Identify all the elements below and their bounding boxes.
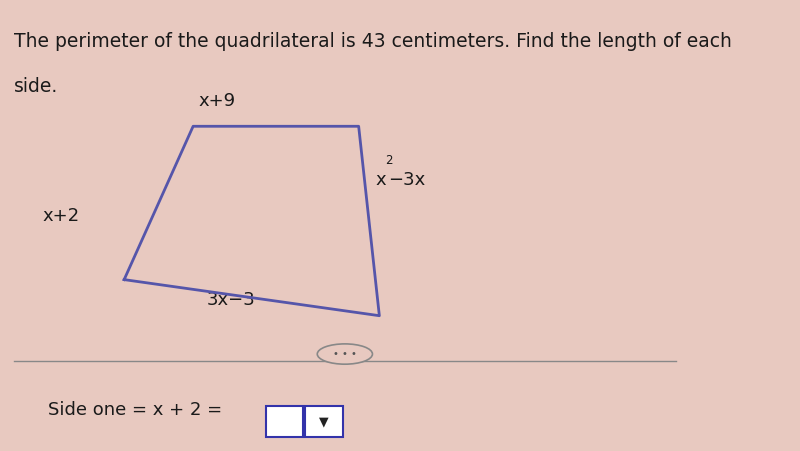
Ellipse shape [318,344,373,364]
Text: 2: 2 [385,154,392,166]
Text: The perimeter of the quadrilateral is 43 centimeters. Find the length of each: The perimeter of the quadrilateral is 43… [14,32,732,51]
Text: 3x−3: 3x−3 [206,291,255,309]
Text: −3x: −3x [388,171,425,189]
Text: • • •: • • • [333,349,357,359]
Text: x: x [376,171,386,189]
Text: Side one = x + 2 =: Side one = x + 2 = [48,401,222,419]
FancyBboxPatch shape [305,406,342,437]
Text: x+9: x+9 [198,92,236,110]
Text: ▼: ▼ [319,415,329,428]
FancyBboxPatch shape [266,406,303,437]
Text: x+2: x+2 [42,207,79,226]
Text: side.: side. [14,77,58,96]
